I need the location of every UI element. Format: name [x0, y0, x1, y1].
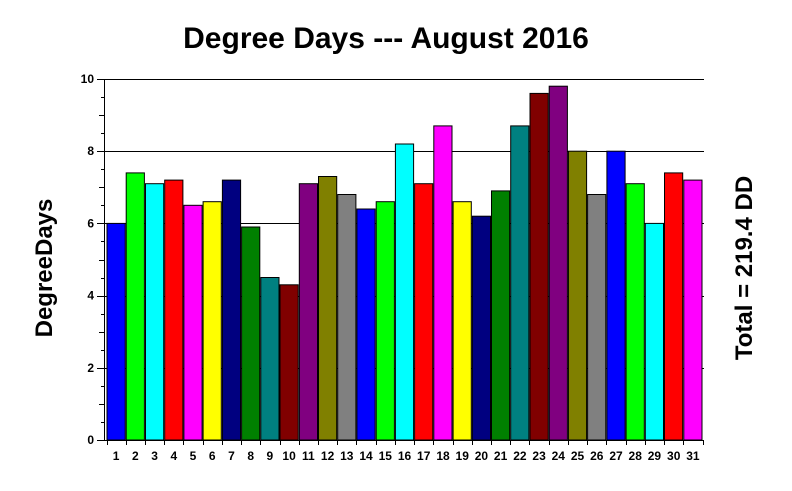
y-axis-label: DegreeDays	[31, 199, 58, 338]
x-tick-label: 27	[609, 449, 623, 463]
bar	[471, 215, 491, 441]
x-tick-label: 4	[170, 449, 177, 463]
bar	[491, 190, 511, 441]
x-tick-label: 3	[151, 449, 158, 463]
x-tick-label: 9	[267, 449, 274, 463]
bar	[375, 201, 395, 441]
x-tick-label: 8	[247, 449, 254, 463]
x-tick-label: 18	[436, 449, 450, 463]
bar	[394, 143, 415, 441]
bar	[221, 179, 242, 441]
bar	[241, 226, 261, 441]
bar	[337, 194, 357, 441]
x-tick-label: 13	[340, 449, 354, 463]
x-tick-label: 24	[552, 449, 566, 463]
bar	[145, 183, 165, 441]
x-tick-label: 10	[282, 449, 296, 463]
x-tick-label: 1	[113, 449, 120, 463]
bar	[664, 172, 684, 441]
bar	[548, 85, 568, 441]
x-tick-label: 11	[302, 449, 315, 463]
x-tick-label: 29	[648, 449, 662, 463]
bar	[625, 183, 645, 441]
x-tick-label: 22	[513, 449, 527, 463]
bar	[202, 201, 222, 441]
y-tick-label: 6	[87, 216, 94, 230]
bar	[529, 92, 549, 441]
bar	[356, 208, 376, 441]
x-tick-label: 14	[359, 449, 373, 463]
x-tick-label: 26	[590, 449, 604, 463]
y-tick-label: 8	[87, 144, 94, 158]
y-tick-label: 2	[87, 361, 94, 375]
bar	[567, 150, 588, 441]
y-tick-label: 4	[87, 289, 94, 303]
bar	[298, 183, 318, 441]
bar	[510, 125, 530, 441]
x-tick-label: 23	[532, 449, 546, 463]
bar	[183, 204, 203, 441]
x-tick-label: 28	[629, 449, 643, 463]
x-tick-label: 31	[686, 449, 700, 463]
y-tick-label: 0	[87, 433, 94, 447]
bar	[644, 222, 664, 441]
x-tick-label: 17	[417, 449, 431, 463]
x-tick-label: 30	[667, 449, 681, 463]
bar	[587, 194, 607, 441]
bar	[683, 179, 703, 441]
x-tick-label: 7	[228, 449, 235, 463]
x-tick-label: 5	[190, 449, 197, 463]
x-tick-label: 16	[398, 449, 412, 463]
bar	[606, 150, 626, 441]
x-tick-label: 15	[379, 449, 393, 463]
bars	[106, 85, 703, 441]
bar	[279, 284, 299, 441]
x-tick-label: 21	[494, 449, 508, 463]
x-ticks: 1 2 3 4 5 6 7 8 9 10 11 12 13 14 15 16 17 18 19 20 21 22 23 24 2…	[107, 440, 704, 463]
bar	[260, 277, 280, 441]
total-label: Total = 219.4 DD	[731, 176, 758, 360]
x-tick-label: 2	[132, 449, 139, 463]
bar	[414, 183, 434, 441]
bar	[125, 172, 145, 441]
chart-title: Degree Days --- August 2016	[183, 22, 589, 55]
bar	[452, 201, 472, 441]
y-tick-label: 10	[81, 72, 95, 86]
x-tick-label: 19	[456, 449, 470, 463]
bar	[318, 176, 338, 441]
x-tick-label: 12	[321, 449, 335, 463]
y-ticks: 0 2 4 6 8 10	[81, 72, 104, 447]
x-tick-label: 20	[475, 449, 489, 463]
bar	[433, 125, 453, 441]
bar	[106, 222, 126, 441]
x-tick-label: 25	[571, 449, 585, 463]
x-tick-label: 6	[209, 449, 216, 463]
bar	[164, 179, 184, 441]
